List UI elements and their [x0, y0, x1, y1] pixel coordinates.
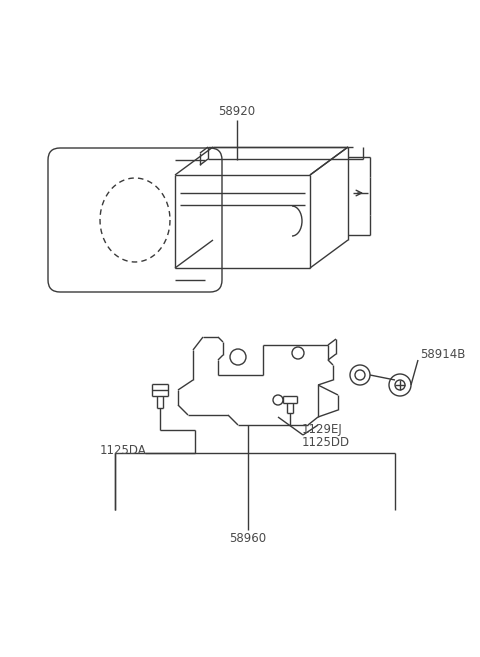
Text: 58920: 58920 — [218, 105, 255, 118]
Text: 1125DA: 1125DA — [100, 443, 147, 457]
Text: 58914B: 58914B — [420, 348, 466, 361]
Text: 1129EJ: 1129EJ — [302, 424, 343, 436]
Text: 1125DD: 1125DD — [302, 436, 350, 449]
Text: 58960: 58960 — [229, 532, 266, 545]
